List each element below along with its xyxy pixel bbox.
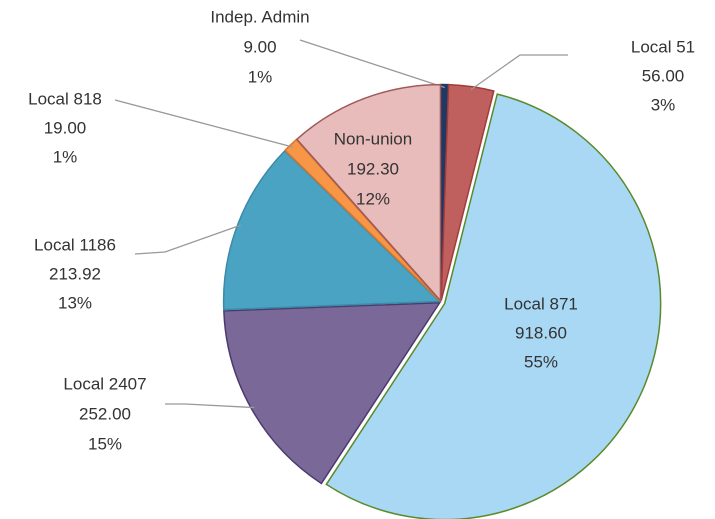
category-label: Local 1186: [34, 235, 116, 254]
value-label: 9.00: [243, 37, 276, 56]
leader-line: [114, 99, 293, 148]
value-label: 19.00: [44, 118, 87, 137]
percent-label: 15%: [88, 434, 122, 453]
value-label: 252.00: [79, 404, 131, 423]
value-label: 192.30: [347, 159, 399, 178]
percent-label: 13%: [58, 293, 92, 312]
pie-slice: [223, 301, 442, 485]
category-label: Local 818: [28, 89, 102, 108]
pie-slice: [295, 83, 442, 303]
leader-line: [299, 39, 445, 89]
value-label: 918.60: [515, 323, 567, 342]
pie-slice: [222, 149, 442, 311]
percent-label: 12%: [356, 189, 390, 208]
category-label: Non-union: [334, 129, 412, 148]
leader-line: [134, 224, 241, 255]
category-label: Local 51: [631, 37, 695, 56]
pie-slice: [440, 83, 495, 301]
percent-label: 3%: [651, 95, 676, 114]
category-label: Local 2407: [63, 374, 146, 393]
category-label: Indep. Admin: [210, 7, 309, 26]
leader-line: [165, 403, 255, 409]
leader-line: [470, 54, 568, 91]
percent-label: 55%: [524, 352, 558, 371]
percent-label: 1%: [53, 147, 78, 166]
category-label: Local 871: [504, 294, 578, 313]
percent-label: 1%: [248, 67, 273, 86]
value-label: 56.00: [642, 66, 685, 85]
value-label: 213.92: [49, 264, 101, 283]
